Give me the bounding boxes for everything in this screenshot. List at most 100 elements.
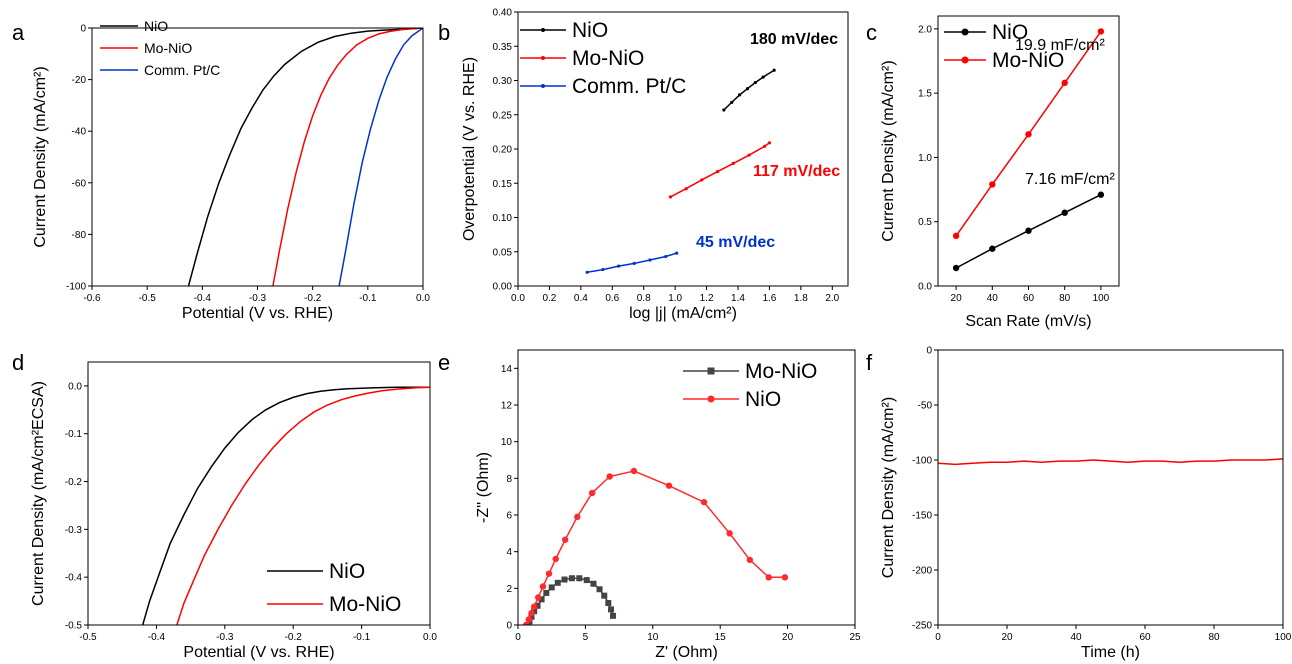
y-tick-label: 0.40 [493, 8, 513, 19]
y-tick-label: -40 [72, 127, 87, 138]
data-point [765, 574, 772, 581]
data-point [1061, 79, 1068, 87]
x-tick-label: 60 [1023, 293, 1035, 304]
data-point [552, 555, 559, 563]
x-tick-label: 25 [849, 632, 861, 643]
x-tick-label: 1.8 [794, 293, 808, 304]
plot-frame [517, 11, 849, 287]
data-point [745, 87, 750, 91]
panel-label-e: e [438, 350, 450, 375]
y-tick-label: 0.30 [493, 76, 513, 87]
x-axis-label: Potential (V vs. RHE) [183, 644, 334, 661]
legend-label: NiO [992, 21, 1028, 44]
data-point [700, 498, 708, 506]
data-point [585, 270, 589, 274]
legend-marker [961, 28, 969, 36]
data-point [664, 254, 668, 259]
data-point [767, 141, 772, 145]
x-tick-label: 0.4 [574, 293, 588, 304]
data-point [632, 261, 636, 265]
x-tick-label: 0.8 [637, 293, 651, 304]
data-point [761, 75, 765, 79]
data-point [596, 586, 603, 593]
plot-frame [87, 361, 431, 626]
y-tick-label: 1.5 [918, 89, 932, 100]
x-tick-label: 15 [715, 632, 727, 643]
x-tick-label: 40 [987, 293, 999, 304]
legend-label: Comm. Pt/C [144, 62, 220, 78]
series-line-nio [525, 470, 785, 625]
data-point [606, 473, 613, 480]
y-tick-label: 12 [501, 401, 513, 412]
y-tick-label: 0.15 [493, 179, 513, 190]
legend-marker [541, 28, 545, 32]
panel-f-chart: f 0 20 40 60 80 100 -250 -200 -150 -100 -50 0 Time (h… [866, 346, 1292, 662]
panel-label-d: d [12, 350, 24, 375]
y-tick-label: -20 [72, 75, 87, 86]
y-axis-label: Overpotential (V vs. RHE) [461, 57, 478, 241]
data-point [753, 80, 757, 85]
y-tick-label: -150 [912, 511, 932, 522]
x-tick-label: 1.6 [762, 293, 776, 304]
data-point [1025, 131, 1032, 138]
y-tick-label: 2.0 [918, 24, 932, 35]
annotation-label: 19.9 mF/cm² [1015, 37, 1105, 54]
y-tick-label: 0 [506, 621, 512, 632]
y-tick-label: 1.0 [918, 153, 932, 164]
data-point [675, 251, 679, 255]
data-point [561, 576, 568, 583]
x-tick-label: 1.0 [668, 293, 682, 304]
x-tick-label: 0 [935, 632, 941, 643]
data-point [525, 616, 532, 623]
data-point [630, 467, 638, 475]
y-tick-label: 0.00 [493, 282, 513, 293]
x-tick-label: 0.0 [423, 632, 437, 643]
x-tick-label: -0.5 [79, 632, 97, 643]
x-tick-label: -0.2 [304, 293, 322, 304]
annotation-label: 7.16 mF/cm² [1025, 171, 1115, 188]
data-point [590, 580, 597, 587]
x-axis-label: Potential (V vs. RHE) [182, 305, 333, 322]
annotation-label: 45 mV/dec [696, 234, 775, 251]
series-line-nio [141, 386, 430, 625]
data-point [763, 144, 767, 148]
y-tick-label: -0.1 [65, 429, 83, 440]
legend-marker [707, 395, 715, 403]
x-tick-label: 20 [1001, 632, 1013, 643]
legend-marker [961, 56, 969, 64]
y-tick-label: 0.20 [493, 145, 513, 156]
y-tick-label: -60 [72, 178, 87, 189]
data-point [952, 264, 960, 272]
data-point [528, 613, 535, 620]
y-tick-label: 0 [80, 24, 86, 35]
data-point [543, 589, 550, 596]
series-line-mo-nio [670, 142, 770, 198]
legend-label: NiO [745, 388, 781, 411]
data-point [539, 583, 547, 590]
data-point [989, 181, 996, 188]
y-tick-label: 4 [506, 547, 512, 558]
y-tick-label: 6 [506, 511, 512, 522]
legend-label: NiO [329, 560, 365, 583]
x-tick-label: -0.1 [353, 632, 371, 643]
y-axis-label: Current Density (mA/cm²ECSA) [30, 381, 47, 606]
x-tick-label: 10 [647, 632, 659, 643]
y-tick-label: 0.0 [68, 381, 82, 392]
legend-label: NiO [572, 19, 608, 42]
data-point [554, 579, 561, 586]
legend-label: Mo-NiO [572, 47, 644, 70]
series-line-comm-pt-c [586, 252, 677, 274]
data-point [601, 267, 605, 272]
series-line-mo-nio [272, 28, 423, 286]
x-tick-label: -0.2 [285, 632, 303, 643]
series-line-data [938, 458, 1283, 466]
data-point [772, 68, 776, 72]
x-tick-label: -0.3 [216, 632, 234, 643]
data-point [1097, 28, 1105, 35]
y-axis-label: Current Density (mA/cm²) [32, 66, 49, 247]
y-tick-label: 0.0 [918, 282, 932, 293]
y-tick-label: 0.25 [493, 110, 513, 121]
data-point [534, 602, 541, 609]
y-tick-label: 8 [506, 474, 512, 485]
